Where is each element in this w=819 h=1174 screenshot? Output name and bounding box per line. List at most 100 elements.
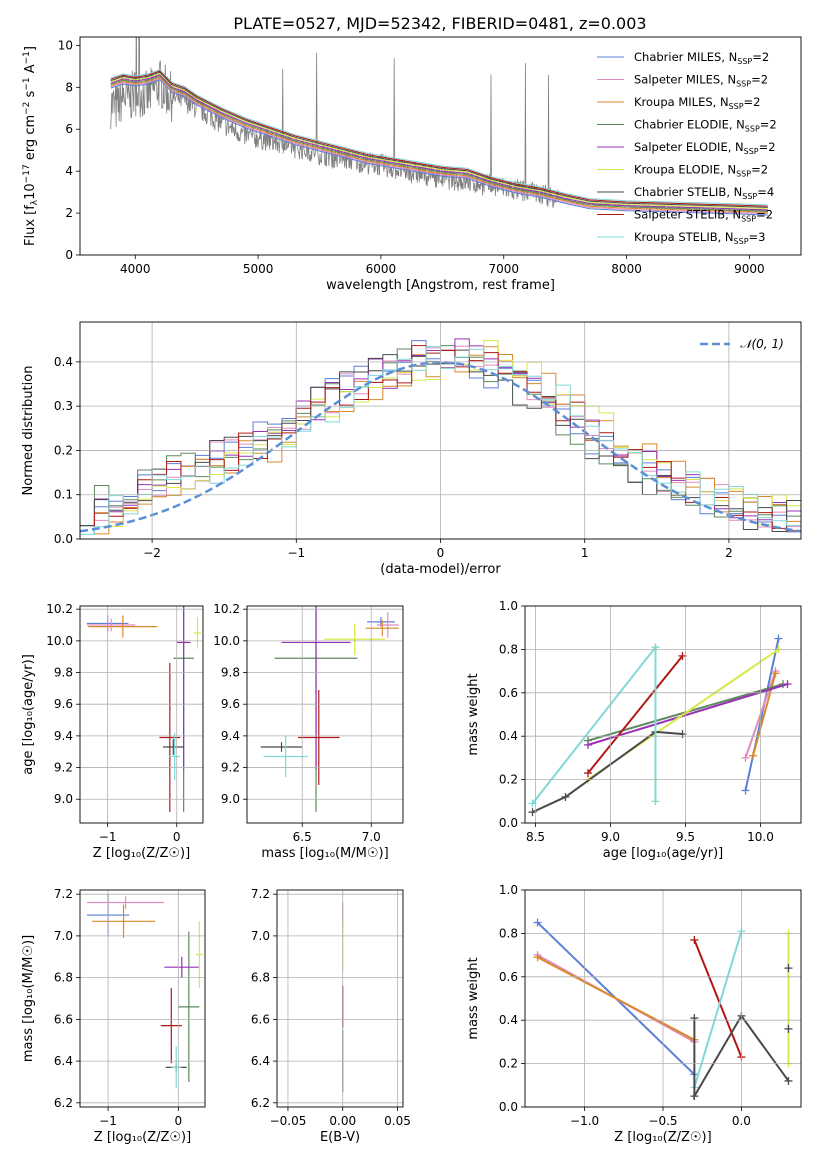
x-tick-label: 1 xyxy=(581,546,589,560)
y-label-part: s xyxy=(23,90,38,101)
weight-line xyxy=(587,655,684,774)
model-fit-line xyxy=(110,76,768,213)
errorbar-point xyxy=(263,735,308,778)
y-tick-label: 0.2 xyxy=(54,443,73,457)
legend-label: 𝒩(0, 1) xyxy=(740,337,784,351)
y-tick-label: 9.2 xyxy=(54,761,73,775)
axes-frame xyxy=(79,605,204,824)
legend-subscript: SSP xyxy=(741,215,756,224)
panel-weight-vs-age: 8.5 9.0 9.5 10.0 0.0 0.2 0.4 0.6 0.8 1.0 age [log₁… xyxy=(466,599,802,861)
errorbar-point xyxy=(176,606,191,770)
y-tick-label: 0.0 xyxy=(499,1100,518,1114)
x-axis-label: wavelength [Angstrom, rest frame] xyxy=(326,278,555,293)
model-fit-line xyxy=(110,75,768,212)
legend-value: =2 xyxy=(752,50,769,64)
x-axis-label: Z [log₁₀(Z/Z☉)] xyxy=(93,846,190,861)
y-axis-label: Normed distribution xyxy=(21,366,36,496)
x-tick-label: 5000 xyxy=(243,262,274,276)
y-tick-label: 4 xyxy=(65,164,73,178)
y-tick-label: 0.6 xyxy=(499,970,518,984)
legend-subscript: SSP xyxy=(729,102,744,111)
plus-marker xyxy=(783,680,792,689)
y-tick-label: 0.0 xyxy=(499,816,518,830)
y-tick-label: 6.4 xyxy=(251,1054,270,1068)
x-axis-label: (data-model)/error xyxy=(380,562,501,577)
x-axis-label: Z [log₁₀(Z/Z☉)] xyxy=(94,1130,191,1145)
y-label-part: −17 xyxy=(22,164,32,183)
y-label-part: λ xyxy=(30,199,40,205)
legend-subscript: SSP xyxy=(734,237,749,246)
plus-marker xyxy=(749,751,757,760)
axes-frame xyxy=(79,321,802,540)
axes-frame xyxy=(246,605,404,824)
weight-line xyxy=(693,1014,790,1100)
x-tick-label: 0.00 xyxy=(329,1114,356,1128)
panel-mass-vs-ebv: −0.05 0.00 0.05 6.2 6.4 6.6 6.8 7.0 7.2 E(B-V) xyxy=(251,887,411,1145)
legend-subscript: SSP xyxy=(736,80,751,89)
x-tick-label: 0 xyxy=(174,1114,182,1128)
axes-frame xyxy=(524,605,802,824)
legend-label: Kroupa MILES, NSSP=2 xyxy=(634,95,760,111)
y-tick-label: 6.6 xyxy=(54,1012,73,1026)
legend-label: Kroupa STELIB, NSSP=3 xyxy=(634,230,765,246)
legend-subscript: SSP xyxy=(745,125,760,134)
panel-spectrum: 4000 5000 6000 7000 8000 9000 0 2 4 6 8 10 wavelengt… xyxy=(22,36,802,293)
y-tick-label: 0.8 xyxy=(499,926,518,940)
x-tick-label: 0.05 xyxy=(384,1114,411,1128)
legend-label: Chabrier STELIB, NSSP=4 xyxy=(634,185,774,201)
plus-marker xyxy=(771,669,780,678)
legend-value: =2 xyxy=(760,118,777,132)
errorbar-point xyxy=(87,896,165,909)
panel-residuals: −2 −1 0 1 2 0.0 0.1 0.2 0.3 0.4 (data-model)/error… xyxy=(21,321,802,577)
y-tick-label: 0.6 xyxy=(499,686,518,700)
y-tick-label: 1.0 xyxy=(499,883,518,897)
y-label-part: erg cm xyxy=(23,115,38,164)
legend-subscript: SSP xyxy=(737,57,752,66)
plus-marker xyxy=(561,792,570,801)
x-tick-label: 9000 xyxy=(734,262,765,276)
y-tick-label: 6.2 xyxy=(54,1096,73,1110)
figure-title: PLATE=0527, MJD=52342, FIBERID=0481, z=0… xyxy=(233,14,646,33)
model-fit-line xyxy=(110,69,768,206)
y-axis-label: mass weight xyxy=(466,673,481,755)
legend-label: Salpeter STELIB, NSSP=2 xyxy=(634,208,773,224)
plus-marker xyxy=(774,634,783,643)
errorbar-point xyxy=(162,739,184,755)
y-tick-label: 9.6 xyxy=(221,697,240,711)
y-tick-label: 2 xyxy=(65,206,73,220)
legend-value: =2 xyxy=(759,140,776,154)
y-tick-label: 7.0 xyxy=(251,929,270,943)
y-tick-label: 9.8 xyxy=(221,666,240,680)
errorbar-point xyxy=(281,606,351,770)
weight-line xyxy=(693,939,743,1058)
x-tick-label: 8000 xyxy=(611,262,642,276)
x-axis-label: mass [log₁₀(M/M☉)] xyxy=(261,846,388,861)
y-tick-label: 0.3 xyxy=(54,399,73,413)
y-tick-label: 0.0 xyxy=(54,532,73,546)
panel-age-vs-mass: 6.5 7.0 9.0 9.2 9.4 9.6 9.8 10.0 10.2 mass [log₁₀… xyxy=(213,602,404,861)
y-label-part: −1 xyxy=(22,77,32,90)
y-tick-label: 10.0 xyxy=(46,634,73,648)
panel-mass-vs-Z: −1 0 6.2 6.4 6.6 6.8 7.0 7.2 Z [log₁₀(Z/Z☉)] mass… xyxy=(21,887,206,1145)
y-tick-label: 6.2 xyxy=(251,1096,270,1110)
y-label-part: ] xyxy=(23,46,38,51)
x-tick-label: −2 xyxy=(143,546,161,560)
y-tick-label: 9.6 xyxy=(54,697,73,711)
x-tick-label: 8.5 xyxy=(526,830,545,844)
y-tick-label: 0.2 xyxy=(499,1057,518,1071)
y-tick-label: 6.8 xyxy=(54,971,73,985)
legend-label: Salpeter MILES, NSSP=2 xyxy=(634,73,768,89)
legend-value: =2 xyxy=(744,95,761,109)
panel-age-vs-Z: −1 0 9.0 9.2 9.4 9.6 9.8 10.0 10.2 Z [log₁₀(Z/Z☉)… xyxy=(21,602,204,861)
legend-value: =3 xyxy=(749,230,766,244)
errorbar-point xyxy=(365,620,399,637)
weight-line xyxy=(537,956,695,1041)
x-tick-label: 6000 xyxy=(366,262,397,276)
weight-line xyxy=(752,673,777,756)
y-label-part: 10 xyxy=(23,183,38,200)
errorbar-point xyxy=(260,742,303,752)
y-axis-label: mass [log₁₀(M/M☉)] xyxy=(21,935,36,1062)
legend-value: =4 xyxy=(757,185,774,199)
y-label-part: −1 xyxy=(22,51,32,64)
